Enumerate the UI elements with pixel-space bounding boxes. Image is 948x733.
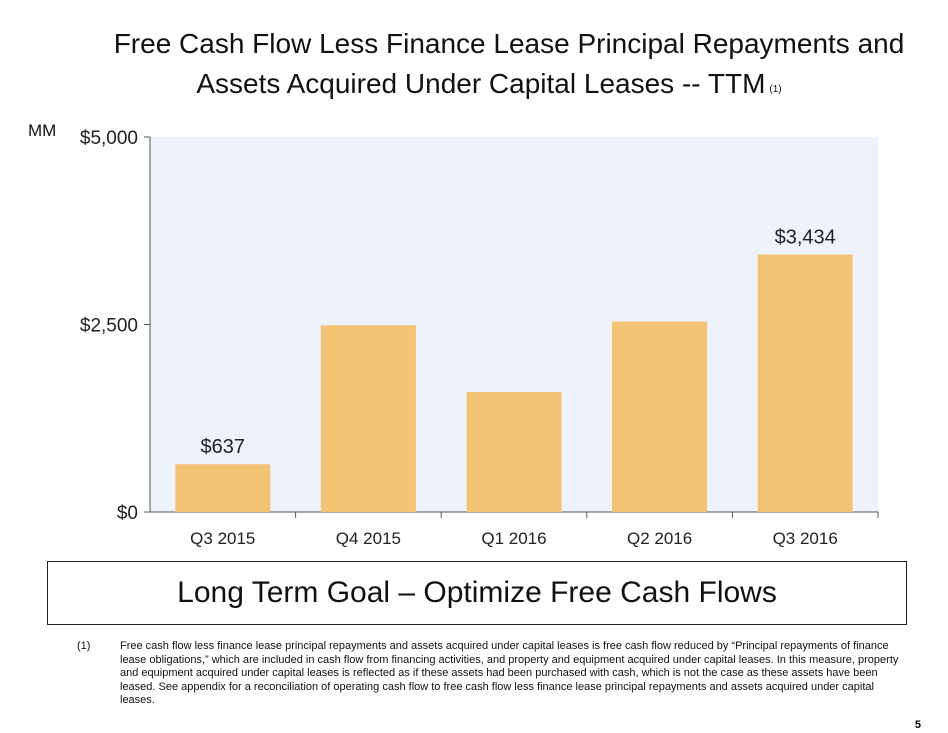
data-label: $3,434 [775,226,836,248]
title-line-2: Assets Acquired Under Capital Leases -- … [196,68,781,99]
bar [757,254,853,512]
long-term-goal-text: Long Term Goal – Optimize Free Cash Flow… [177,576,777,609]
y-tick-label: $0 [117,503,138,524]
bar [466,392,562,512]
y-tick-label: $2,500 [80,316,138,337]
title-line-1: Free Cash Flow Less Finance Lease Princi… [113,28,905,59]
x-tick-label: Q4 2015 [336,529,401,548]
x-tick-label: Q1 2016 [481,529,546,548]
y-tick-label: $5,000 [80,128,138,149]
bar [175,464,271,512]
title-footnote-marker: (1) [769,84,782,95]
footnote-marker: (1) [77,640,91,652]
footnote-text: Free cash flow less finance lease princi… [120,640,899,706]
x-tick-label: Q3 2016 [773,529,838,548]
page-number: 5 [914,719,921,731]
bar [612,321,708,512]
long-term-goal-box: Long Term Goal – Optimize Free Cash Flow… [47,561,907,625]
x-tick-label: Q3 2015 [190,529,255,548]
title-line-2-text: Assets Acquired Under Capital Leases -- … [196,68,766,99]
data-label: $637 [201,436,246,458]
bar-chart: $0 $2,500 $5,000 MM Q3 2015 $637 Q4 2015 Q1 201… [28,121,879,548]
y-axis-label: MM [28,121,56,140]
chart-title: Free Cash Flow Less Finance Lease Princi… [30,24,948,111]
x-tick-label: Q2 2016 [627,529,692,548]
bar [320,325,416,512]
